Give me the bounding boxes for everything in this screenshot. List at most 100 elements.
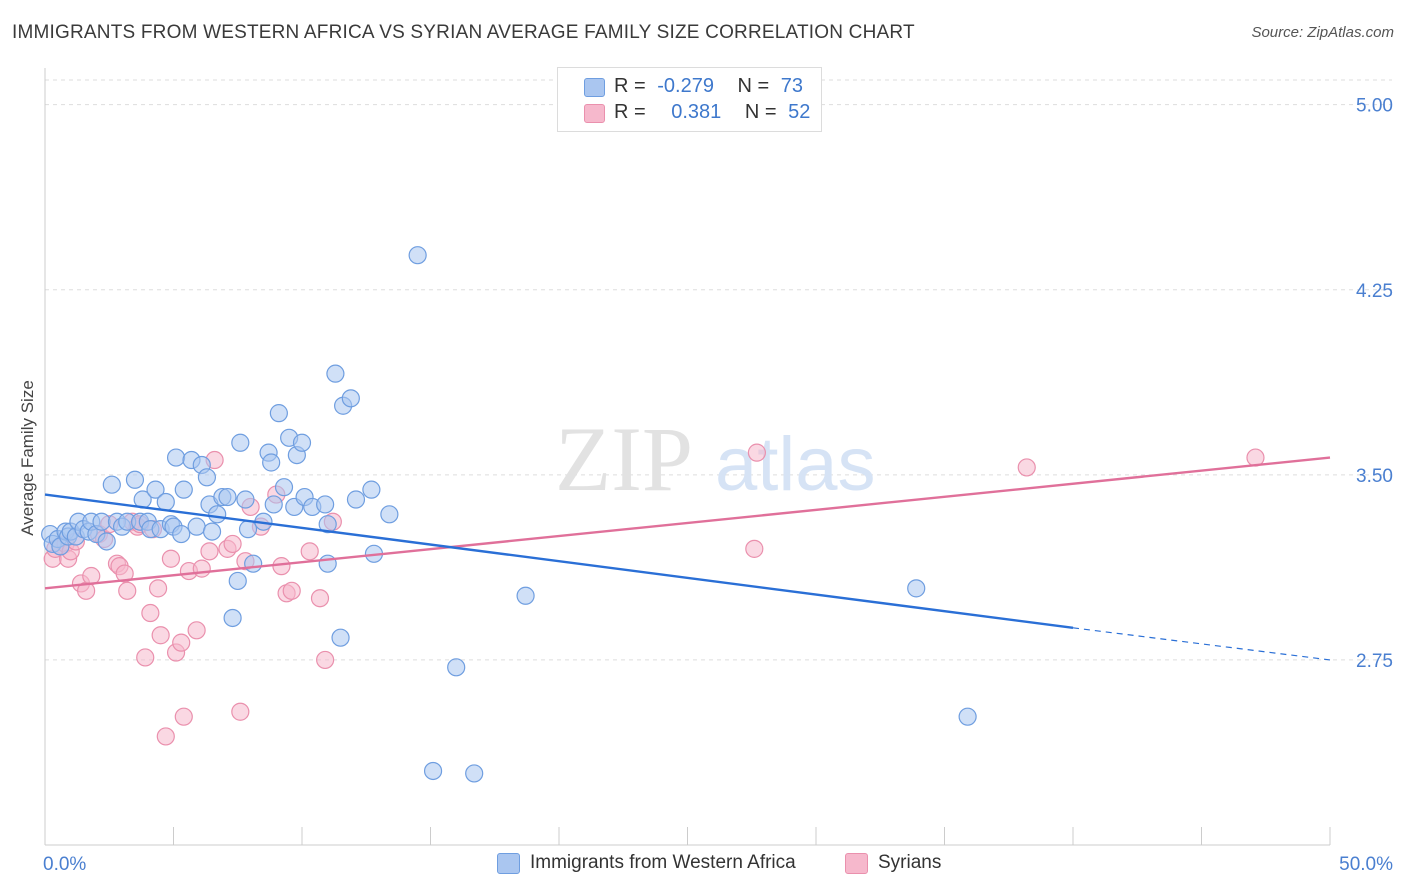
data-point-western-africa	[380, 505, 399, 524]
data-point-western-africa	[269, 404, 288, 423]
y-tick-label: 5.00	[1356, 96, 1393, 117]
legend-n-label: N =	[737, 75, 770, 97]
legend-r-label: R =	[614, 101, 646, 123]
data-point-western-africa	[318, 515, 337, 534]
data-point-syrians	[745, 539, 764, 558]
series-legend: Immigrants from Western Africa Syrians	[0, 852, 1406, 878]
data-point-western-africa	[408, 246, 427, 265]
data-point-western-africa	[231, 433, 250, 452]
data-point-syrians	[118, 581, 137, 600]
legend-r-label: R =	[614, 75, 646, 97]
legend-swatch-blue	[497, 853, 520, 874]
y-tick-label: 2.75	[1356, 651, 1393, 672]
data-point-western-africa	[958, 707, 977, 726]
legend-n-label: N =	[744, 101, 777, 123]
trend-line-syrians	[44, 456, 1331, 590]
data-point-syrians	[141, 603, 160, 623]
data-point-western-africa	[264, 495, 283, 514]
data-point-western-africa	[92, 512, 111, 531]
source-label: Source: ZipAtlas.com	[1251, 24, 1394, 41]
data-point-western-africa	[97, 532, 116, 551]
data-point-western-africa	[274, 478, 294, 497]
data-point-western-africa	[156, 492, 175, 512]
data-point-western-africa	[208, 505, 227, 524]
y-tick-label: 4.25	[1356, 281, 1393, 302]
data-point-western-africa	[331, 628, 350, 647]
data-point-syrians	[115, 564, 134, 583]
data-point-syrians	[282, 581, 301, 600]
data-point-syrians	[272, 557, 291, 576]
data-point-syrians	[172, 633, 191, 652]
data-point-syrians	[200, 542, 219, 561]
data-point-western-africa	[236, 490, 255, 509]
x-tick-label: 0.0%	[43, 854, 86, 875]
data-point-syrians	[316, 650, 335, 670]
data-point-western-africa	[318, 554, 337, 573]
tick-labels: 2.75 3.50 4.25 5.00 0.0% 50.0%	[43, 96, 1393, 875]
watermark-atlas: atlas	[715, 422, 876, 507]
data-point-western-africa	[187, 517, 206, 536]
y-axis-title: Average Family Size	[18, 380, 37, 536]
data-point-western-africa	[197, 468, 217, 487]
watermark-zip: ZIP	[555, 408, 693, 510]
data-point-western-africa	[166, 448, 186, 467]
data-point-syrians	[1017, 458, 1036, 477]
data-point-western-africa	[262, 453, 281, 472]
data-point-western-africa	[346, 490, 366, 509]
data-point-western-africa	[125, 470, 145, 489]
legend-swatch-pink	[584, 104, 605, 123]
legend-r-value: -0.279	[657, 75, 714, 97]
legend-n-value: 73	[780, 75, 804, 97]
data-point-western-africa	[238, 520, 258, 539]
data-point-western-africa	[223, 608, 242, 628]
data-point-syrians	[161, 549, 181, 568]
data-point-western-africa	[447, 658, 466, 677]
data-point-western-africa	[423, 761, 443, 781]
data-point-syrians	[136, 648, 155, 667]
data-point-western-africa	[326, 364, 345, 383]
data-point-western-africa	[907, 579, 926, 598]
data-point-western-africa	[516, 586, 535, 605]
legend-label-syrians: Syrians	[878, 852, 942, 873]
chart-title: IMMIGRANTS FROM WESTERN AFRICA VS SYRIAN…	[12, 22, 915, 43]
legend-r-value: 0.381	[671, 101, 722, 123]
data-point-western-africa	[146, 480, 165, 499]
data-point-western-africa	[341, 389, 360, 408]
data-point-western-africa	[174, 480, 193, 499]
grid-lines	[45, 79, 1392, 661]
data-point-western-africa	[202, 522, 222, 541]
correlation-legend: R = -0.279 N = 73 R = 0.381 N = 52	[557, 67, 822, 132]
data-point-western-africa	[465, 764, 484, 783]
legend-n-value: 52	[788, 101, 811, 123]
data-point-western-africa	[362, 480, 381, 499]
trend-line-western-africa-extension	[1072, 627, 1331, 661]
data-point-syrians	[747, 443, 766, 462]
data-point-syrians	[300, 542, 319, 561]
data-point-syrians	[223, 534, 242, 554]
data-point-syrians	[310, 589, 330, 608]
data-point-western-africa	[102, 475, 121, 494]
legend-label-western-africa: Immigrants from Western Africa	[530, 852, 796, 873]
data-point-syrians	[156, 727, 175, 746]
data-point-western-africa	[228, 571, 247, 591]
data-point-syrians	[192, 559, 211, 578]
data-point-western-africa	[218, 487, 237, 507]
data-point-western-africa	[292, 433, 312, 452]
legend-swatch-pink	[845, 853, 868, 874]
data-point-syrians	[148, 579, 168, 598]
axes	[44, 68, 1331, 846]
data-point-syrians	[174, 707, 193, 726]
data-point-syrians	[187, 621, 206, 640]
trend-lines	[44, 456, 1331, 661]
data-point-western-africa	[244, 554, 263, 573]
western-africa-points	[41, 246, 977, 783]
data-point-syrians	[151, 626, 170, 645]
data-point-syrians	[231, 702, 250, 721]
x-tick-label: 50.0%	[1339, 854, 1393, 875]
data-point-western-africa	[172, 524, 191, 544]
trend-line-western-africa	[44, 493, 1074, 630]
y-tick-label: 3.50	[1356, 466, 1393, 487]
legend-swatch-blue	[584, 78, 605, 97]
data-point-western-africa	[316, 495, 335, 514]
